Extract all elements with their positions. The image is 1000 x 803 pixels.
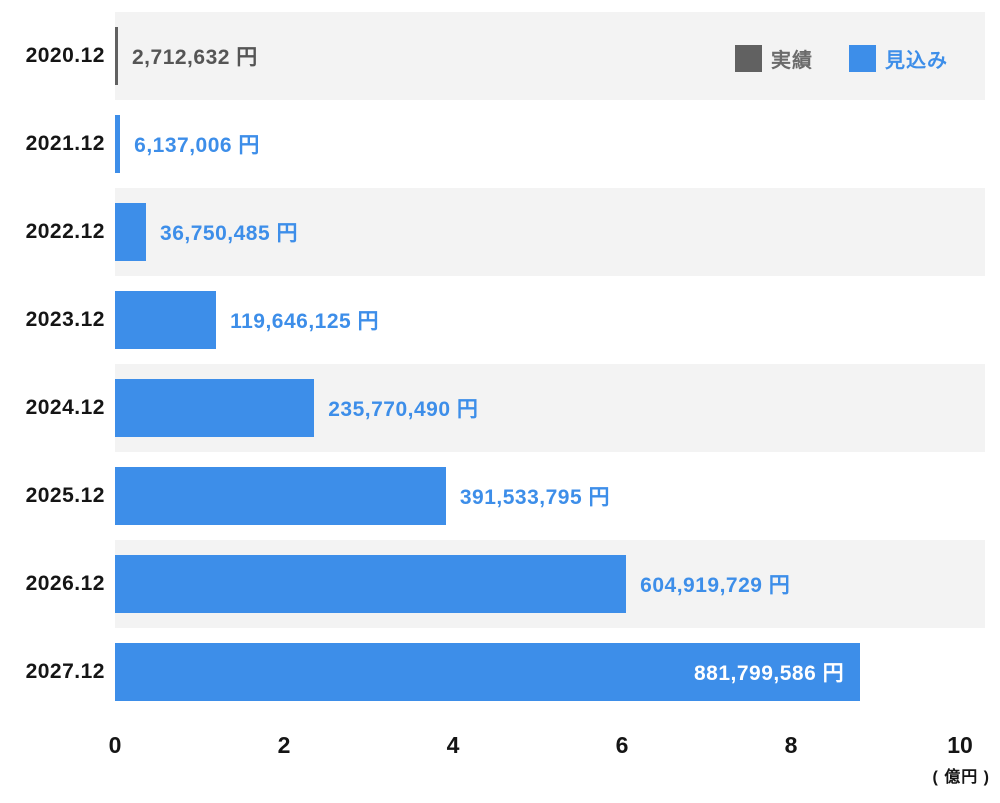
category-label: 2025.12 xyxy=(25,484,105,507)
chart-row: 2024.12 235,770,490 円 xyxy=(0,364,1000,452)
chart-row: 2026.12 604,919,729 円 xyxy=(0,540,1000,628)
value-label: 119,646,125 円 xyxy=(230,310,380,333)
value-label: 391,533,795 円 xyxy=(459,486,610,509)
row-plot-area: 2,712,632 円 xyxy=(115,12,985,100)
value-label: 36,750,485 円 xyxy=(160,222,298,245)
row-plot-area: 119,646,125 円 xyxy=(115,276,985,364)
value-label: 881,799,586 円 xyxy=(693,662,845,685)
bar xyxy=(115,555,627,613)
x-axis: 0 2 4 6 8 10 xyxy=(109,716,985,762)
x-tick-label: 0 xyxy=(108,732,122,758)
x-tick-label: 8 xyxy=(784,732,798,758)
legend-label: 実績 xyxy=(771,50,813,72)
category-label: 2027.12 xyxy=(25,660,105,683)
bar xyxy=(115,379,315,437)
bar xyxy=(115,115,121,173)
row-plot-area: 881,799,586 円 xyxy=(115,628,985,716)
value-label: 2,712,632 円 xyxy=(132,46,258,69)
chart-row: 2025.12 391,533,795 円 xyxy=(0,452,1000,540)
legend-swatch xyxy=(735,45,762,72)
chart-row: 2022.12 36,750,485 円 xyxy=(0,188,1000,276)
legend-label: 見込み xyxy=(885,50,948,72)
chart-row: 2027.12 881,799,586 円 xyxy=(0,628,1000,716)
value-label: 604,919,729 円 xyxy=(640,574,791,597)
row-plot-area: 6,137,006 円 xyxy=(115,100,985,188)
legend-item: 実績 xyxy=(735,44,813,73)
bar xyxy=(115,467,446,525)
category-label: 2020.12 xyxy=(25,44,105,67)
row-plot-area: 36,750,485 円 xyxy=(115,188,985,276)
bar xyxy=(115,291,217,349)
value-label: 235,770,490 円 xyxy=(328,398,479,421)
x-axis-unit-label: ( 億円 ) xyxy=(932,769,990,786)
legend-swatch xyxy=(849,45,876,72)
row-plot-area: 391,533,795 円 xyxy=(115,452,985,540)
category-label: 2024.12 xyxy=(25,396,105,419)
x-tick-label: 10 xyxy=(947,732,973,758)
bar xyxy=(115,27,118,85)
bar: 881,799,586 円 xyxy=(115,643,861,701)
chart-row: 2021.12 6,137,006 円 xyxy=(0,100,1000,188)
bar xyxy=(115,203,147,261)
value-label: 6,137,006 円 xyxy=(134,134,260,157)
row-stripe xyxy=(115,188,985,276)
row-stripe xyxy=(115,12,985,100)
x-tick-label: 4 xyxy=(446,732,460,758)
chart-row: 2020.12 2,712,632 円 xyxy=(0,12,1000,100)
category-label: 2026.12 xyxy=(25,572,105,595)
legend: 実績 見込み xyxy=(735,44,948,73)
chart-row: 2023.12 119,646,125 円 xyxy=(0,276,1000,364)
x-tick-label: 6 xyxy=(615,732,629,758)
x-tick-label: 2 xyxy=(277,732,291,758)
category-label: 2021.12 xyxy=(25,132,105,155)
row-plot-area: 235,770,490 円 xyxy=(115,364,985,452)
category-label: 2022.12 xyxy=(25,220,105,243)
row-plot-area: 604,919,729 円 xyxy=(115,540,985,628)
legend-item: 見込み xyxy=(849,44,948,73)
chart-rows: 2020.12 2,712,632 円 2021.12 6,137,006 円 2022… xyxy=(0,12,1000,716)
category-label: 2023.12 xyxy=(25,308,105,331)
